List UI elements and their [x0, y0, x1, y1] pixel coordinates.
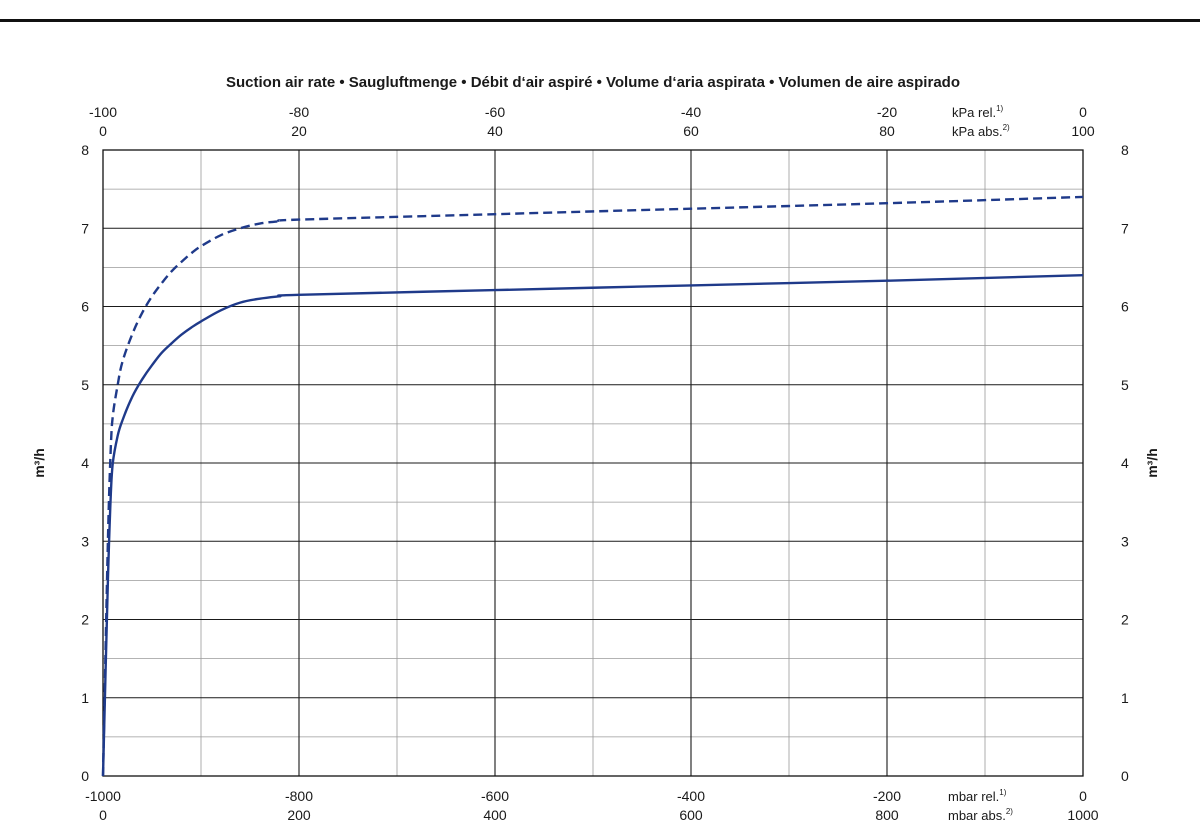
- x-axis-top: -100 -80 -60 -40 -20 0 0 20 40 60 80 100: [89, 104, 1095, 139]
- x-tick-bottom-rel: 0: [1079, 788, 1087, 804]
- y-tick-right: 8: [1121, 142, 1129, 158]
- y-tick-left: 3: [81, 533, 89, 549]
- x-tick-top-abs: 40: [487, 123, 503, 139]
- x-tick-top-rel: -80: [289, 104, 309, 120]
- y-tick-right: 1: [1121, 690, 1129, 706]
- chart-title: Suction air rate • Saugluftmenge • Débit…: [226, 74, 960, 91]
- series-line-solid: [101, 274, 1084, 777]
- x-tick-top-abs: 80: [879, 123, 895, 139]
- x-tick-bottom-rel: -1000: [85, 788, 121, 804]
- x-tick-top-rel: -40: [681, 104, 701, 120]
- x-tick-bottom-rel: -600: [481, 788, 509, 804]
- y-axis-right: 0 1 2 3 4 5 6 7 8: [1121, 142, 1129, 784]
- y-tick-right: 6: [1121, 299, 1129, 315]
- x-tick-top-abs: 20: [291, 123, 307, 139]
- y-tick-right: 5: [1121, 377, 1129, 393]
- x-tick-top-rel: -20: [877, 104, 897, 120]
- top-rel-unit: kPa rel.1): [952, 104, 1004, 120]
- x-axis-bottom: -1000 -800 -600 -400 -200 0 0 200 400 600 800 1000: [85, 788, 1099, 823]
- x-tick-bottom-abs: 600: [679, 807, 703, 823]
- y-tick-left: 2: [81, 612, 89, 628]
- y-axis-label-left: m³/h: [31, 448, 47, 478]
- plot-frame: [102, 149, 1084, 777]
- x-tick-bottom-rel: -200: [873, 788, 901, 804]
- x-tick-bottom-rel: -800: [285, 788, 313, 804]
- y-tick-right: 0: [1121, 768, 1129, 784]
- y-tick-right: 7: [1121, 220, 1129, 236]
- y-tick-right: 2: [1121, 612, 1129, 628]
- major-grid: [103, 150, 1083, 776]
- y-tick-left: 4: [81, 455, 89, 471]
- y-tick-left: 7: [81, 220, 89, 236]
- bottom-abs-unit: mbar abs.2): [948, 807, 1013, 823]
- x-tick-bottom-abs: 1000: [1067, 807, 1098, 823]
- x-tick-top-abs: 0: [99, 123, 107, 139]
- x-tick-top-abs: 100: [1071, 123, 1095, 139]
- y-tick-left: 1: [81, 690, 89, 706]
- series-layer: [101, 195, 1084, 777]
- x-tick-top-abs: 60: [683, 123, 699, 139]
- y-tick-left: 5: [81, 377, 89, 393]
- series-line-dashed: [101, 195, 1084, 777]
- x-tick-bottom-rel: -400: [677, 788, 705, 804]
- top-rule: [0, 0, 1200, 22]
- y-tick-left: 0: [81, 768, 89, 784]
- x-tick-bottom-abs: 400: [483, 807, 507, 823]
- y-tick-left: 8: [81, 142, 89, 158]
- x-tick-bottom-abs: 0: [99, 807, 107, 823]
- x-tick-top-rel: 0: [1079, 104, 1087, 120]
- x-tick-top-rel: -60: [485, 104, 505, 120]
- x-tick-bottom-abs: 200: [287, 807, 311, 823]
- x-tick-bottom-abs: 800: [875, 807, 899, 823]
- x-tick-top-rel: -100: [89, 104, 117, 120]
- y-tick-left: 6: [81, 299, 89, 315]
- y-tick-right: 4: [1121, 455, 1129, 471]
- bottom-rel-unit: mbar rel.1): [948, 788, 1007, 804]
- y-axis-label-right: m³/h: [1144, 448, 1160, 478]
- y-tick-right: 3: [1121, 533, 1129, 549]
- top-abs-unit: kPa abs.2): [952, 123, 1010, 139]
- y-axis-left: 0 1 2 3 4 5 6 7 8: [81, 142, 89, 784]
